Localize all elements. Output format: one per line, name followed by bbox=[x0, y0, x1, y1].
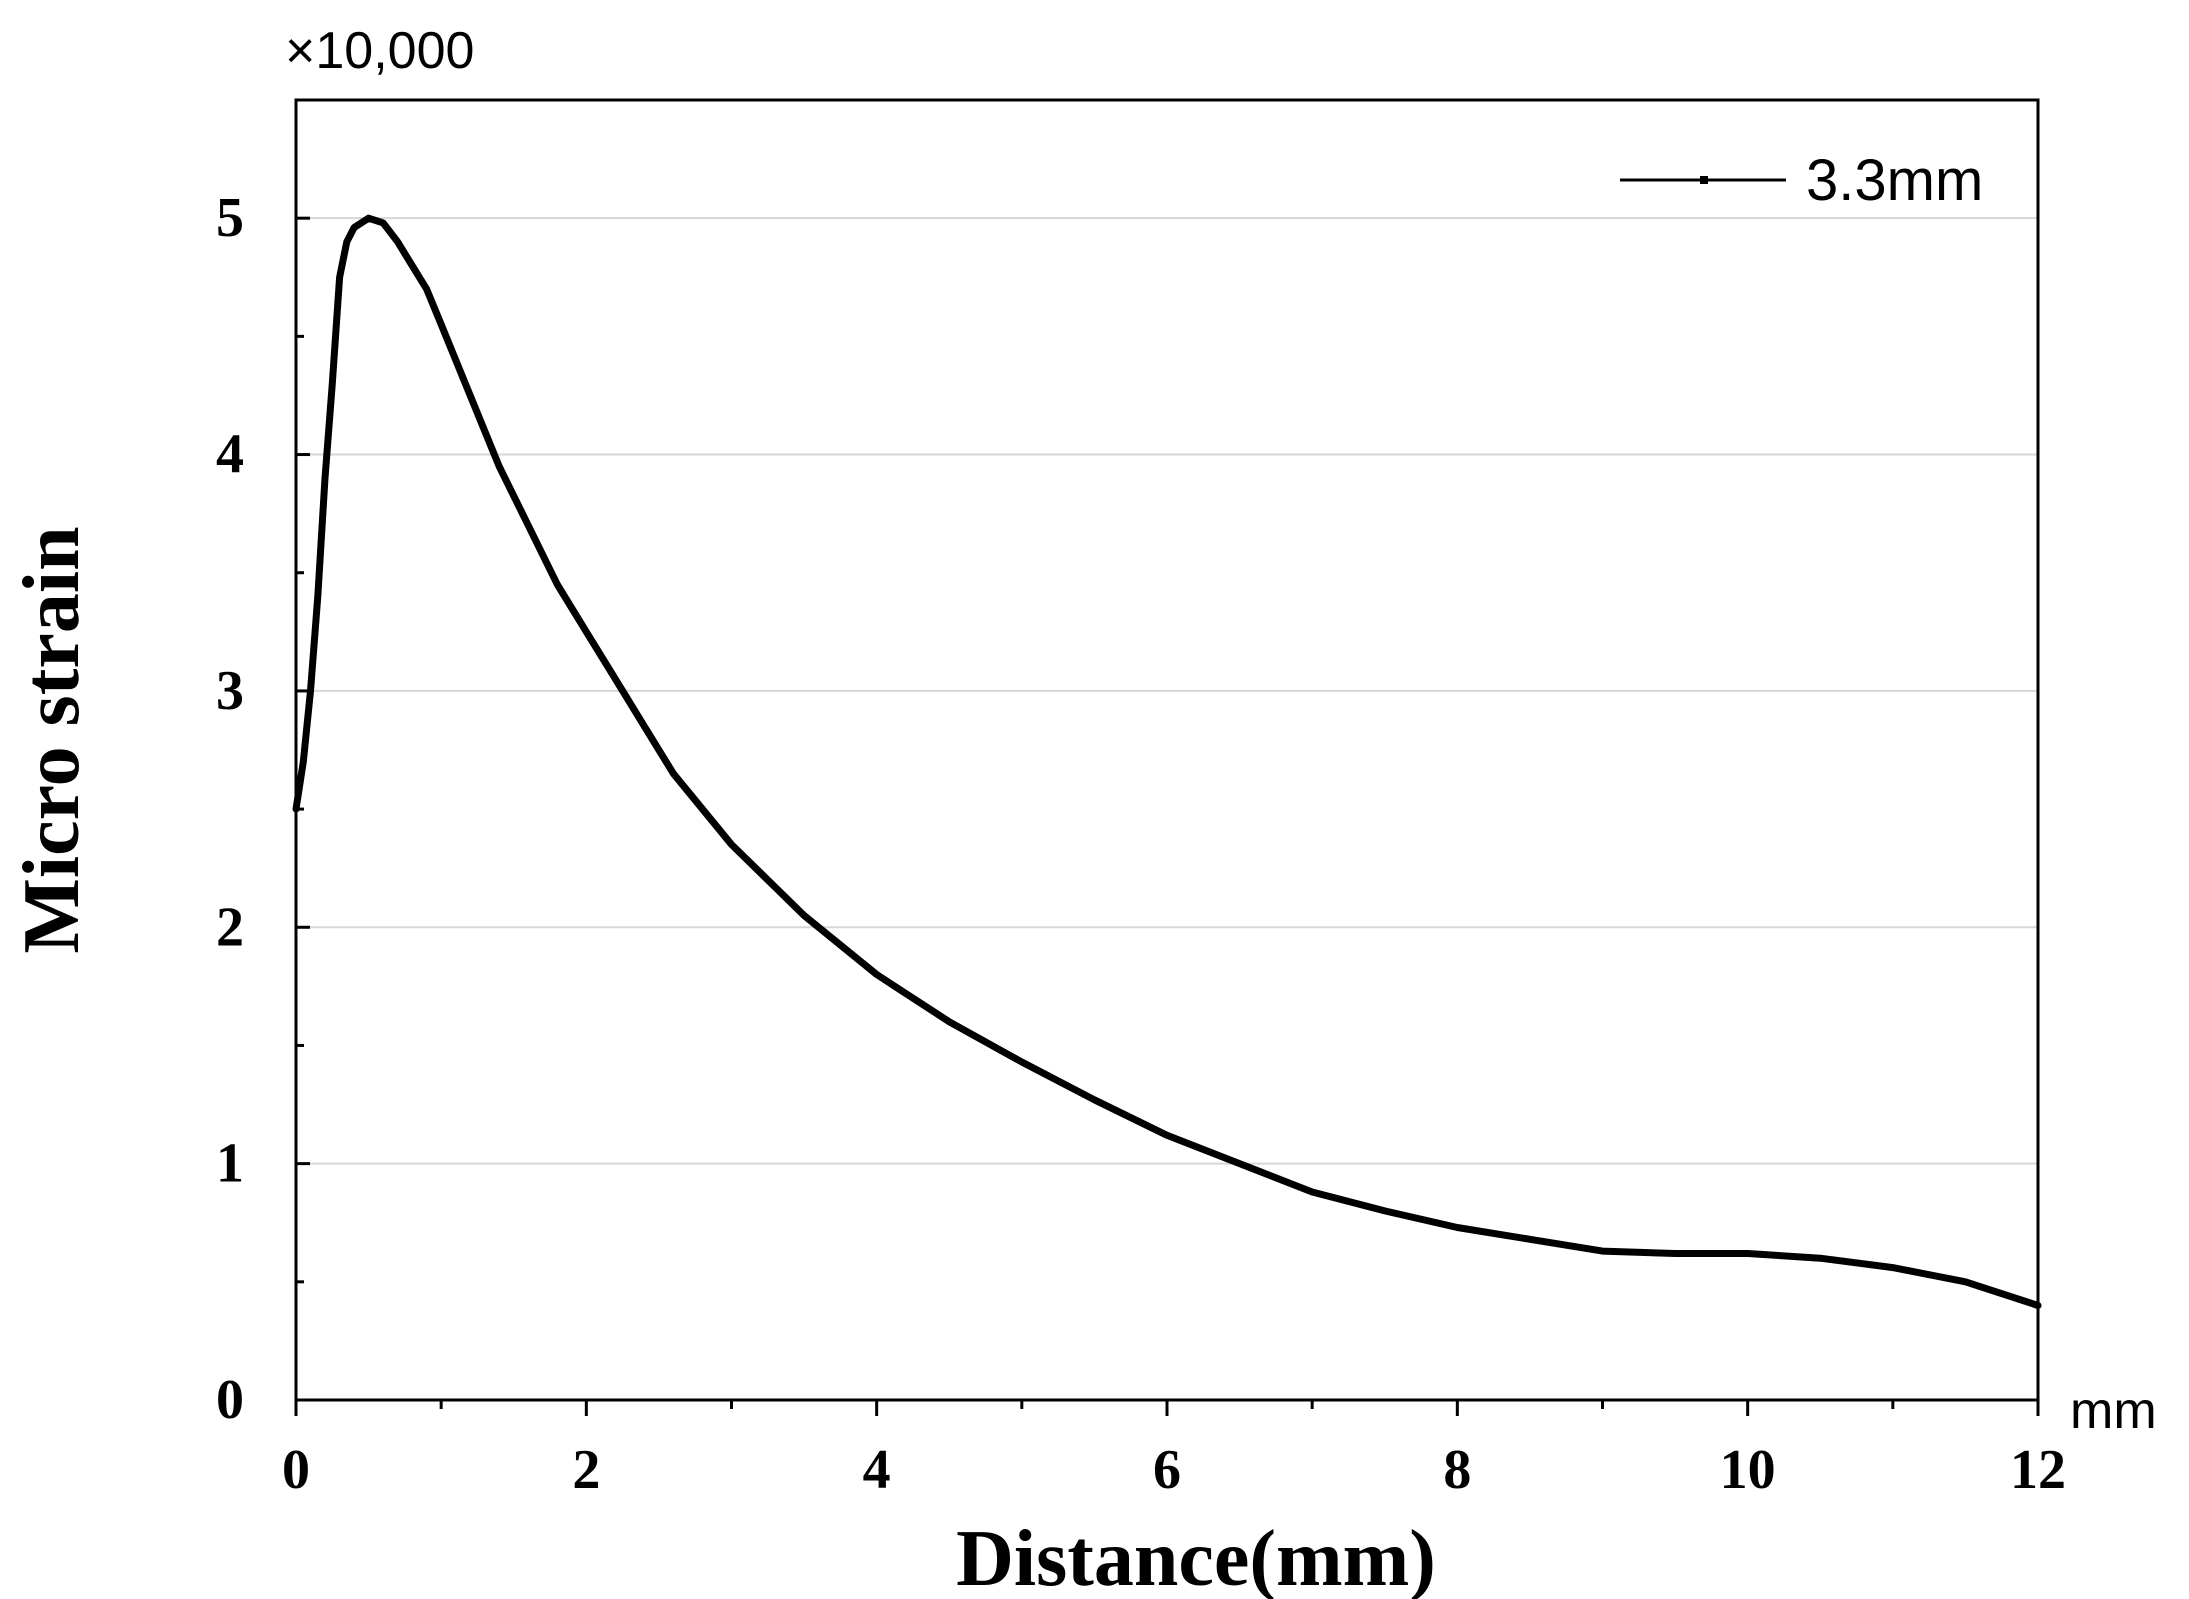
x-tick-label: 6 bbox=[1153, 1439, 1181, 1501]
y-tick-label: 3 bbox=[216, 660, 244, 722]
legend-marker bbox=[1700, 176, 1708, 184]
x-tick-label: 4 bbox=[863, 1439, 891, 1501]
y-tick-label: 0 bbox=[216, 1369, 244, 1431]
x-axis-title: Distance(mm) bbox=[956, 1515, 1436, 1599]
axis-ticks bbox=[294, 216, 2040, 1416]
gridlines bbox=[296, 217, 2038, 1165]
y-multiplier-label: ×10,000 bbox=[285, 22, 474, 80]
series-line bbox=[292, 214, 2042, 1309]
x-tick-label: 8 bbox=[1443, 1439, 1471, 1501]
y-axis-title: Micro strain bbox=[8, 526, 96, 953]
x-tick-label: 0 bbox=[282, 1439, 310, 1501]
y-tick-label: 1 bbox=[216, 1133, 244, 1195]
y-tick-label: 2 bbox=[216, 896, 244, 958]
y-tick-label: 5 bbox=[216, 187, 244, 249]
legend: 3.3mm bbox=[1620, 148, 1983, 213]
x-tick-label: 10 bbox=[1720, 1439, 1776, 1501]
x-unit-label: mm bbox=[2070, 1382, 2157, 1440]
series-layer bbox=[292, 214, 2042, 1309]
x-tick-label: 2 bbox=[572, 1439, 600, 1501]
plot-frame bbox=[294, 98, 2040, 1402]
x-tick-label: 12 bbox=[2010, 1439, 2066, 1501]
y-tick-label: 4 bbox=[216, 424, 244, 486]
legend-label: 3.3mm bbox=[1806, 148, 1983, 213]
